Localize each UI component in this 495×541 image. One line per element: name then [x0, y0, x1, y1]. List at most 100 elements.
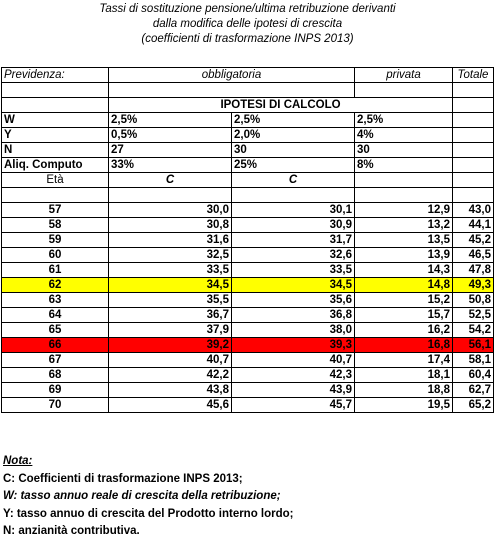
cell-privata: 15,2 [354, 292, 453, 308]
cell-obbligatoria-c1: 37,9 [108, 322, 232, 338]
replacement-rate-table: Previdenza: obbligatoria privata Totale … [1, 67, 494, 413]
cell-eta: 60 [1, 247, 109, 263]
param-row: W 2,5% 2,5% 2,5% [1, 112, 494, 128]
header-privata: privata [354, 67, 453, 83]
cell-totale: 52,5 [452, 307, 494, 323]
cell-privata: 17,4 [354, 352, 453, 368]
title-line-2: dalla modifica delle ipotesi di crescita [152, 18, 343, 30]
table-row: 69 43,8 43,9 18,8 62,7 [1, 382, 494, 398]
header-eta: Età [1, 172, 109, 188]
table-row: 62 34,5 34,5 14,8 49,3 [1, 277, 494, 293]
param-row: Y 0,5% 2,0% 4% [1, 127, 494, 143]
cell-eta: 61 [1, 262, 109, 278]
cell-obbligatoria-c1: 30,8 [108, 217, 232, 233]
param-obbligatoria-1: 2,5% [108, 112, 232, 128]
cell-obbligatoria-c1: 40,7 [108, 352, 232, 368]
param-label: Aliq. Computo [1, 157, 109, 173]
column-header-row: Età C C [1, 172, 494, 188]
header-previdenza: Previdenza: [1, 67, 109, 83]
cell-privata: 18,8 [354, 382, 453, 398]
header-obbligatoria: obbligatoria [108, 67, 355, 83]
cell-totale: 43,0 [452, 202, 494, 218]
cell-obbligatoria-c2: 39,3 [231, 337, 355, 353]
cell-obbligatoria-c1: 34,5 [108, 277, 232, 293]
cell-obbligatoria-c2: 35,6 [231, 292, 355, 308]
cell-eta: 70 [1, 397, 109, 413]
cell-eta: 64 [1, 307, 109, 323]
cell-obbligatoria-c1: 36,7 [108, 307, 232, 323]
cell-obbligatoria-c2: 34,5 [231, 277, 355, 293]
cell-privata: 18,1 [354, 367, 453, 383]
cell-eta: 66 [1, 337, 109, 353]
cell-privata: 14,3 [354, 262, 453, 278]
table-row: 68 42,2 42,3 18,1 60,4 [1, 367, 494, 383]
param-totale [452, 127, 494, 143]
param-obbligatoria-1: 0,5% [108, 127, 232, 143]
param-obbligatoria-2: 25% [231, 157, 355, 173]
note-w: W: tasso annuo reale di crescita della r… [3, 488, 294, 506]
table-row: 60 32,5 32,6 13,9 46,5 [1, 247, 494, 263]
cell-privata: 16,2 [354, 322, 453, 338]
cell-eta: 57 [1, 202, 109, 218]
cell-privata: 19,5 [354, 397, 453, 413]
cell-obbligatoria-c1: 35,5 [108, 292, 232, 308]
cell-privata: 12,9 [354, 202, 453, 218]
cell-totale: 60,4 [452, 367, 494, 383]
cell-totale: 56,1 [452, 337, 494, 353]
cell-privata: 13,2 [354, 217, 453, 233]
cell-totale: 50,8 [452, 292, 494, 308]
cell-obbligatoria-c1: 45,6 [108, 397, 232, 413]
cell-privata: 16,8 [354, 337, 453, 353]
cell-totale: 62,7 [452, 382, 494, 398]
table-row: 66 39,2 39,3 16,8 56,1 [1, 337, 494, 353]
cell-obbligatoria-c2: 32,6 [231, 247, 355, 263]
cell-obbligatoria-c1: 30,0 [108, 202, 232, 218]
spacer-row [1, 187, 494, 203]
cell-obbligatoria-c1: 39,2 [108, 337, 232, 353]
cell-obbligatoria-c1: 31,6 [108, 232, 232, 248]
param-obbligatoria-2: 2,0% [231, 127, 355, 143]
cell-obbligatoria-c1: 42,2 [108, 367, 232, 383]
param-obbligatoria-2: 2,5% [231, 112, 355, 128]
title-line-1: Tassi di sostituzione pensione/ultima re… [99, 3, 396, 15]
cell-obbligatoria-c2: 33,5 [231, 262, 355, 278]
cell-privata: 13,9 [354, 247, 453, 263]
header-c2: C [231, 172, 355, 188]
header-totale: Totale [452, 67, 494, 83]
spacer-row [1, 82, 494, 98]
note-c: C: Coefficienti di trasformazione INPS 2… [3, 472, 243, 485]
param-obbligatoria-2: 30 [231, 142, 355, 158]
cell-obbligatoria-c2: 40,7 [231, 352, 355, 368]
param-totale [452, 157, 494, 173]
table-row: 59 31,6 31,7 13,5 45,2 [1, 232, 494, 248]
param-label: W [1, 112, 109, 128]
cell-obbligatoria-c1: 32,5 [108, 247, 232, 263]
param-privata: 8% [354, 157, 453, 173]
cell-obbligatoria-c2: 30,9 [231, 217, 355, 233]
cell-obbligatoria-c2: 36,8 [231, 307, 355, 323]
cell-eta: 68 [1, 367, 109, 383]
cell-totale: 44,1 [452, 217, 494, 233]
cell-obbligatoria-c2: 30,1 [231, 202, 355, 218]
param-totale [452, 142, 494, 158]
table-row: 57 30,0 30,1 12,9 43,0 [1, 202, 494, 218]
cell-totale: 45,2 [452, 232, 494, 248]
cell-totale: 58,1 [452, 352, 494, 368]
cell-obbligatoria-c1: 33,5 [108, 262, 232, 278]
table-row: 63 35,5 35,6 15,2 50,8 [1, 292, 494, 308]
param-label: Y [1, 127, 109, 143]
param-label: N [1, 142, 109, 158]
note-w-text: : tasso annuo reale di crescita della re… [13, 490, 281, 502]
cell-eta: 67 [1, 352, 109, 368]
title-line-3: (coefficienti di trasformazione INPS 201… [141, 33, 354, 45]
cell-obbligatoria-c2: 38,0 [231, 322, 355, 338]
note-n: N: anzianità contributiva. [3, 525, 140, 537]
table-header-row: Previdenza: obbligatoria privata Totale [1, 67, 494, 83]
cell-eta: 63 [1, 292, 109, 308]
cell-obbligatoria-c2: 45,7 [231, 397, 355, 413]
header-c1: C [108, 172, 232, 188]
cell-privata: 15,7 [354, 307, 453, 323]
table-row: 61 33,5 33,5 14,3 47,8 [1, 262, 494, 278]
cell-obbligatoria-c1: 43,8 [108, 382, 232, 398]
ipotesi-label: IPOTESI DI CALCOLO [108, 97, 453, 113]
